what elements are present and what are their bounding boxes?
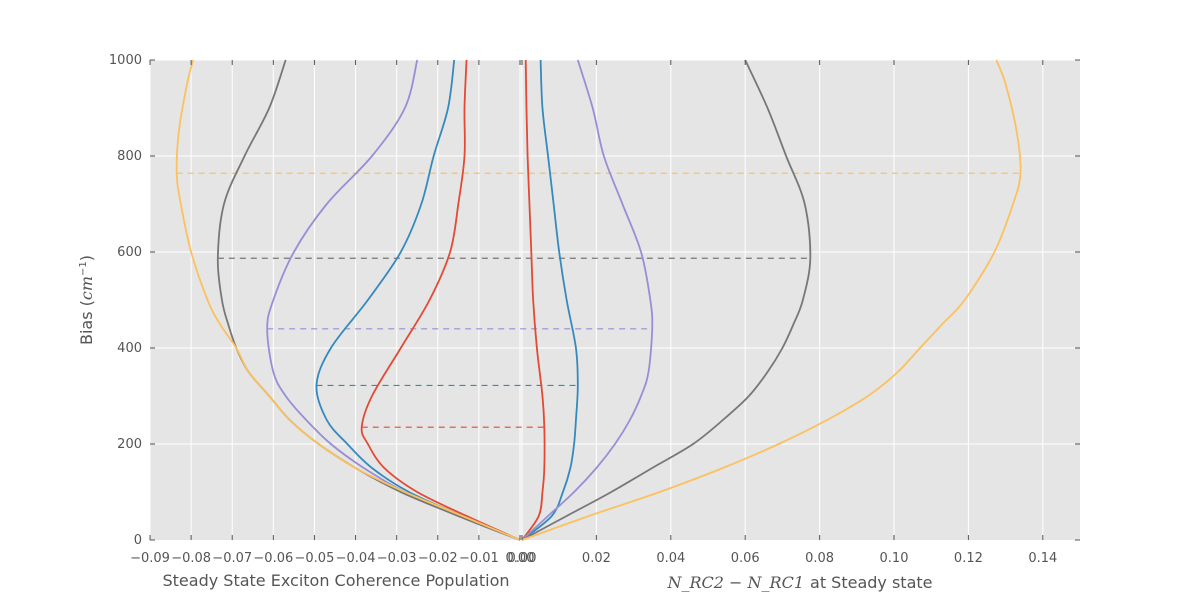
series-line-panel2-1 [521, 59, 546, 541]
peak-guide-layer [176, 172, 1021, 428]
x-axis-label-right-text: at Steady state [810, 573, 932, 592]
x-tick-label: −0.02 [418, 551, 458, 566]
grid-layer [149, 59, 1080, 540]
series-line-panel2-2 [521, 59, 579, 541]
series-line-panel1-2 [315, 59, 521, 541]
x-tick-label: −0.01 [459, 551, 499, 566]
plot-area-background [150, 60, 1080, 540]
series-line-panel2-4 [521, 59, 812, 541]
y-tick-label: 0 [134, 533, 142, 548]
x-tick-label: 0.08 [805, 551, 834, 566]
x-tick-label: −0.07 [212, 551, 252, 566]
x-tick-label: −0.06 [253, 551, 293, 566]
x-tick-label: 0.00 [508, 551, 537, 566]
y-tick-label: 800 [117, 149, 142, 164]
series-layer [175, 59, 1022, 541]
y-tick-label: 1000 [109, 53, 142, 68]
y-tick-label: 600 [117, 245, 142, 260]
y-axis-label-exp: −1 [78, 261, 89, 276]
y-tick-label: 200 [117, 437, 142, 452]
y-axis-label-main: Bias ( [77, 300, 96, 345]
series-line-panel1-5 [175, 59, 521, 541]
x-tick-label: 0.04 [656, 551, 685, 566]
x-tick-label: 0.00 [506, 551, 535, 566]
x-axis-label-left: Steady State Exciton Coherence Populatio… [163, 571, 510, 590]
y-axis-label-close: ) [77, 255, 96, 261]
y-axis-label-unit: cm [77, 276, 96, 300]
x-tick-label: 0.14 [1028, 551, 1057, 566]
series-line-panel1-1 [360, 59, 521, 541]
y-tick-label: 400 [117, 341, 142, 356]
x-axis-label-right-math: N_RC2 − N_RC1 [667, 573, 805, 592]
x-tick-label: −0.04 [336, 551, 376, 566]
x-tick-label: 0.06 [731, 551, 760, 566]
x-tick-label: −0.03 [377, 551, 417, 566]
x-tick-label: −0.08 [171, 551, 211, 566]
series-line-panel2-3 [521, 59, 654, 541]
x-tick-label: −0.05 [295, 551, 335, 566]
x-axis-label-right: N_RC2 − N_RC1 at Steady state [667, 573, 933, 592]
x-tick-label: −0.09 [130, 551, 170, 566]
series-line-panel2-5 [521, 59, 1022, 541]
x-tick-label: 0.10 [880, 551, 909, 566]
x-tick-label: 0.12 [954, 551, 983, 566]
y-axis-label: Bias (cm−1) [77, 255, 96, 345]
x-tick-label: 0.02 [582, 551, 611, 566]
